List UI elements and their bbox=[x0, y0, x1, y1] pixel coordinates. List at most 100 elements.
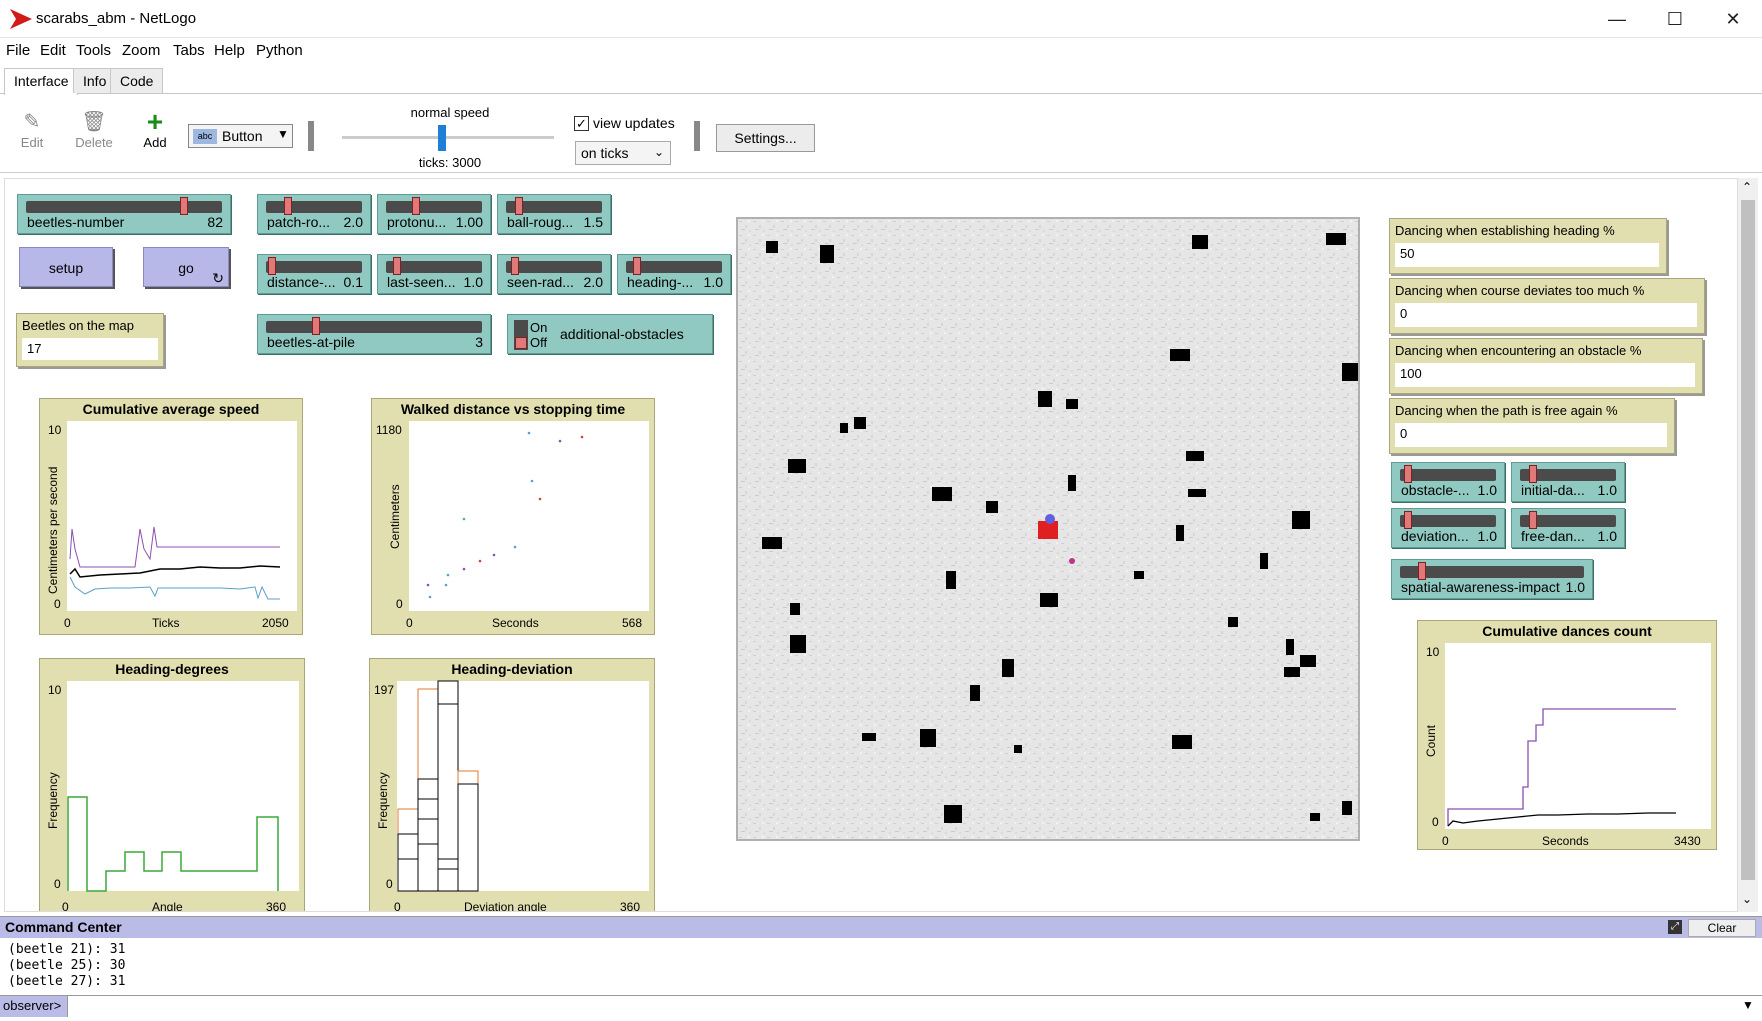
slider-knob[interactable] bbox=[180, 197, 189, 215]
data-point bbox=[513, 545, 517, 549]
close-button[interactable]: ✕ bbox=[1725, 9, 1741, 29]
clear-button[interactable]: Clear bbox=[1688, 919, 1756, 937]
menu-zoom[interactable]: Zoom bbox=[122, 42, 161, 59]
slider-spatial-awareness-impact[interactable]: spatial-awareness-impact 1.0 bbox=[1391, 559, 1593, 599]
slider-seen-rad[interactable]: seen-rad... 2.0 bbox=[497, 254, 611, 294]
menu-edit[interactable]: Edit bbox=[40, 42, 66, 59]
beetle bbox=[1045, 514, 1055, 524]
widget-type-select[interactable]: abc Button ▼ bbox=[188, 124, 293, 148]
slider-knob[interactable] bbox=[1404, 465, 1413, 483]
slider-knob[interactable] bbox=[1417, 562, 1426, 580]
x-min-label: 0 bbox=[64, 616, 71, 630]
command-input[interactable] bbox=[70, 996, 1730, 1017]
slider-knob[interactable] bbox=[1528, 511, 1537, 529]
slider-last-seen[interactable]: last-seen... 1.0 bbox=[377, 254, 491, 294]
obstacle bbox=[946, 571, 956, 589]
obstacle bbox=[1014, 745, 1022, 753]
settings-button[interactable]: Settings... bbox=[716, 124, 815, 152]
obstacle bbox=[862, 733, 876, 741]
update-mode-select[interactable]: on ticks ⌄ bbox=[575, 141, 671, 165]
slider-label: beetles-number bbox=[27, 214, 125, 230]
slider-knob[interactable] bbox=[1404, 511, 1413, 529]
plot-heading-degrees: Heading-degrees 10 0 0 360 Angle Frequen… bbox=[39, 658, 305, 911]
tab-interface[interactable]: Interface bbox=[4, 68, 79, 95]
slider-knob[interactable] bbox=[283, 197, 292, 215]
menu-python[interactable]: Python bbox=[256, 42, 303, 59]
slider-distance[interactable]: distance-... 0.1 bbox=[257, 254, 371, 294]
go-button[interactable]: go ↻ bbox=[143, 247, 229, 287]
monitor-label: Dancing when the path is free again % bbox=[1395, 403, 1618, 418]
plot-background bbox=[67, 421, 297, 611]
switch-additional-obstacles[interactable]: On Off additional-obstacles bbox=[507, 314, 713, 354]
slider-deviation[interactable]: deviation... 1.0 bbox=[1391, 508, 1505, 548]
button-widget-icon: abc bbox=[193, 129, 217, 144]
slider-knob[interactable] bbox=[412, 197, 421, 215]
menu-help[interactable]: Help bbox=[214, 42, 245, 59]
obstacle bbox=[1284, 667, 1300, 677]
slider-knob[interactable] bbox=[633, 257, 642, 275]
expand-icon[interactable]: ⤢ bbox=[1668, 920, 1682, 934]
slider-track bbox=[1400, 566, 1584, 578]
slider-protonu[interactable]: protonu... 1.00 bbox=[377, 194, 491, 234]
speed-slider-track[interactable] bbox=[342, 136, 554, 139]
observer-selector[interactable]: observer> bbox=[0, 996, 68, 1017]
obstacle bbox=[1170, 349, 1190, 361]
plot-cumulative-dances-count: Cumulative dances count 10 0 0 3430 Seco… bbox=[1417, 620, 1717, 850]
trash-icon: 🗑 bbox=[81, 111, 107, 133]
speed-slider-thumb[interactable] bbox=[437, 125, 446, 151]
slider-knob[interactable] bbox=[311, 317, 320, 335]
tab-info[interactable]: Info bbox=[73, 68, 117, 93]
slider-heading[interactable]: heading-... 1.0 bbox=[617, 254, 731, 294]
histogram-bars bbox=[397, 680, 479, 892]
add-button[interactable]: + Add bbox=[130, 108, 180, 151]
slider-track bbox=[386, 201, 482, 213]
main-scrollbar[interactable]: ⌃ ⌄ bbox=[1738, 178, 1758, 912]
tab-code[interactable]: Code bbox=[110, 68, 164, 93]
slider-track bbox=[266, 321, 482, 333]
slider-value: 2.0 bbox=[583, 274, 603, 290]
slider-free-dan[interactable]: free-dan... 1.0 bbox=[1511, 508, 1625, 548]
plot-title: Heading-deviation bbox=[451, 661, 573, 677]
slider-knob[interactable] bbox=[393, 257, 402, 275]
slider-initial-da[interactable]: initial-da... 1.0 bbox=[1511, 462, 1625, 502]
y-min-label: 0 bbox=[396, 597, 403, 611]
command-center-title: Command Center bbox=[5, 919, 122, 935]
data-point bbox=[462, 517, 466, 521]
world-view[interactable] bbox=[736, 217, 1360, 841]
delete-button[interactable]: 🗑 Delete bbox=[69, 109, 119, 150]
monitor-value: 50 bbox=[1395, 243, 1659, 267]
view-updates-checkbox[interactable]: ✓ bbox=[574, 116, 589, 131]
slider-label: heading-... bbox=[627, 274, 694, 290]
setup-button[interactable]: setup bbox=[19, 247, 113, 287]
toolbar-separator bbox=[694, 121, 700, 151]
obstacle bbox=[1134, 571, 1144, 579]
slider-ball-roug[interactable]: ball-roug... 1.5 bbox=[497, 194, 611, 234]
switch-knob[interactable] bbox=[515, 337, 527, 349]
obstacle bbox=[1292, 511, 1310, 529]
menu-tabs[interactable]: Tabs bbox=[173, 42, 205, 59]
menu-file[interactable]: File bbox=[6, 42, 31, 59]
maximize-button[interactable]: ☐ bbox=[1666, 9, 1684, 29]
slider-obstacle[interactable]: obstacle-... 1.0 bbox=[1391, 462, 1505, 502]
slider-knob[interactable] bbox=[267, 257, 276, 275]
history-dropdown-icon[interactable]: ▼ bbox=[1742, 998, 1754, 1012]
y-min-label: 0 bbox=[1432, 815, 1439, 829]
slider-knob[interactable] bbox=[514, 197, 523, 215]
slider-patch-ro[interactable]: patch-ro... 2.0 bbox=[257, 194, 371, 234]
slider-beetles-at-pile[interactable]: beetles-at-pile 3 bbox=[257, 314, 491, 354]
y-axis-label: Frequency bbox=[376, 772, 390, 829]
slider-beetles-number[interactable]: beetles-number 82 bbox=[17, 194, 231, 234]
slider-knob[interactable] bbox=[511, 257, 520, 275]
x-axis-label: Ticks bbox=[152, 616, 180, 630]
minimize-button[interactable]: — bbox=[1608, 9, 1626, 29]
slider-knob[interactable] bbox=[1528, 465, 1537, 483]
scrollbar-thumb[interactable] bbox=[1741, 200, 1755, 880]
edit-button[interactable]: ✎ Edit bbox=[7, 109, 57, 150]
obstacle bbox=[986, 501, 998, 513]
y-min-label: 0 bbox=[54, 877, 61, 891]
scroll-up-icon[interactable]: ⌃ bbox=[1742, 180, 1753, 194]
scroll-down-icon[interactable]: ⌄ bbox=[1742, 892, 1753, 906]
menu-tools[interactable]: Tools bbox=[76, 42, 112, 59]
slider-value: 1.0 bbox=[463, 274, 483, 290]
data-point bbox=[538, 497, 542, 501]
